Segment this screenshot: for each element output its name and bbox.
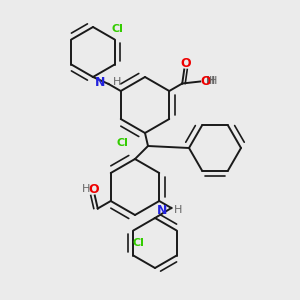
Text: H: H	[82, 184, 90, 194]
Text: O: O	[200, 75, 211, 88]
Text: H: H	[174, 205, 183, 215]
Text: O: O	[180, 57, 190, 70]
Text: H: H	[112, 77, 121, 87]
Text: N: N	[157, 203, 167, 217]
Text: Cl: Cl	[116, 138, 128, 148]
Text: Cl: Cl	[132, 238, 144, 248]
Text: O: O	[88, 183, 99, 196]
Text: N: N	[95, 76, 106, 88]
Text: H: H	[206, 76, 215, 86]
Text: Cl: Cl	[112, 25, 124, 34]
Text: H: H	[209, 76, 218, 86]
